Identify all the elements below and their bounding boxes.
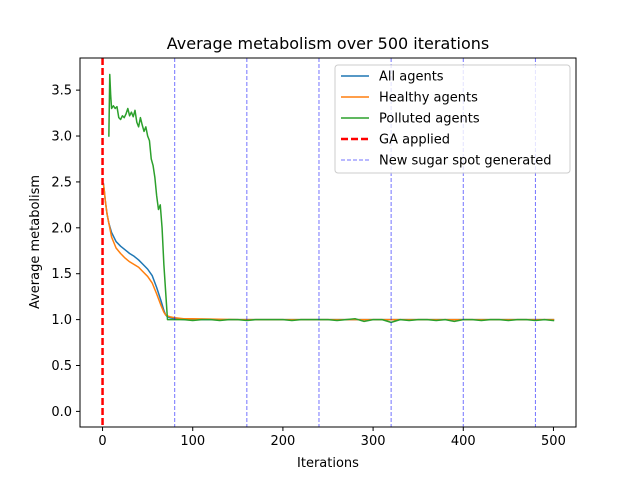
x-tick-label: 100 — [180, 434, 205, 449]
y-tick-label: 1.5 — [51, 267, 72, 282]
x-tick-label: 500 — [541, 434, 566, 449]
x-axis-label: Iterations — [297, 456, 359, 471]
y-tick-label: 3.0 — [51, 130, 72, 145]
y-tick-label: 0.0 — [51, 405, 72, 420]
legend-label-new-sugar-spot-generated: New sugar spot generated — [379, 154, 552, 169]
chart-title: Average metabolism over 500 iterations — [167, 34, 489, 53]
legend-label-ga-applied: GA applied — [379, 133, 450, 148]
y-tick-label: 1.0 — [51, 313, 72, 328]
series-layer — [102, 73, 555, 324]
y-tick-label: 2.5 — [51, 175, 72, 190]
x-tick-label: 300 — [361, 434, 386, 449]
x-tick-label: 200 — [270, 434, 295, 449]
plot-frame — [79, 57, 577, 428]
series-line-polluted-agents — [108, 73, 555, 324]
x-tick-label: 0 — [98, 434, 106, 449]
x-tick-label: 400 — [451, 434, 476, 449]
y-tick-label: 2.0 — [51, 221, 72, 236]
legend: All agents Healthy agents Polluted agents G… — [334, 64, 571, 174]
y-axis: 0.0 0.5 1.0 1.5 2.0 2.5 3.0 3.5 — [51, 84, 80, 420]
y-axis-label: Average metabolism — [28, 175, 43, 309]
legend-box — [334, 64, 571, 174]
legend-label-all-agents: All agents — [379, 70, 444, 85]
legend-label-healthy-agents: Healthy agents — [379, 91, 478, 106]
legend-label-polluted-agents: Polluted agents — [379, 112, 480, 127]
y-tick-label: 3.5 — [51, 84, 72, 99]
y-tick-label: 0.5 — [51, 359, 72, 374]
x-axis: 0 100 200 300 400 500 — [98, 427, 566, 449]
